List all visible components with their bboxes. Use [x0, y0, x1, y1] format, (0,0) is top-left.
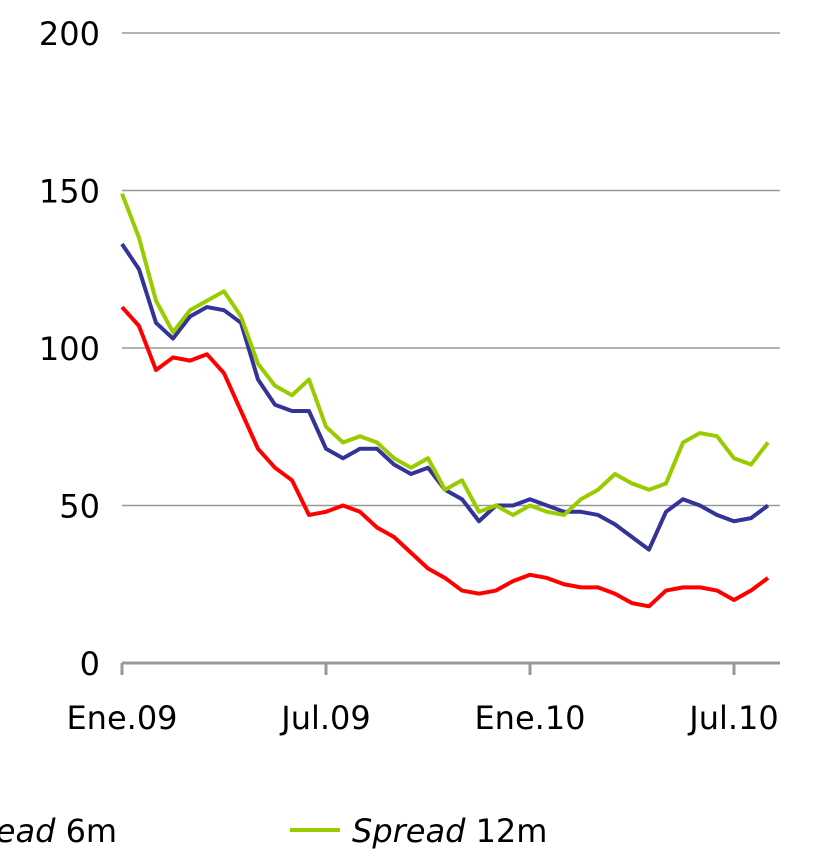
- line-series: [120, 305, 770, 609]
- y-tick-label: 200: [39, 15, 100, 53]
- x-tick-label: Jul.10: [687, 699, 779, 737]
- y-tick-label: 150: [39, 173, 100, 211]
- y-tick-label: 50: [59, 488, 100, 526]
- legend-label: Spread 6m: [0, 812, 117, 850]
- y-tick-label: 100: [39, 330, 100, 368]
- line-series: [120, 192, 770, 517]
- x-tick-label: Jul.09: [279, 699, 371, 737]
- legend-label: Spread 12m: [352, 812, 547, 850]
- line-series: [120, 242, 770, 552]
- x-tick-label: Ene.09: [66, 699, 177, 737]
- x-tick-label: Ene.10: [474, 699, 585, 737]
- y-tick-label: 0: [80, 645, 100, 683]
